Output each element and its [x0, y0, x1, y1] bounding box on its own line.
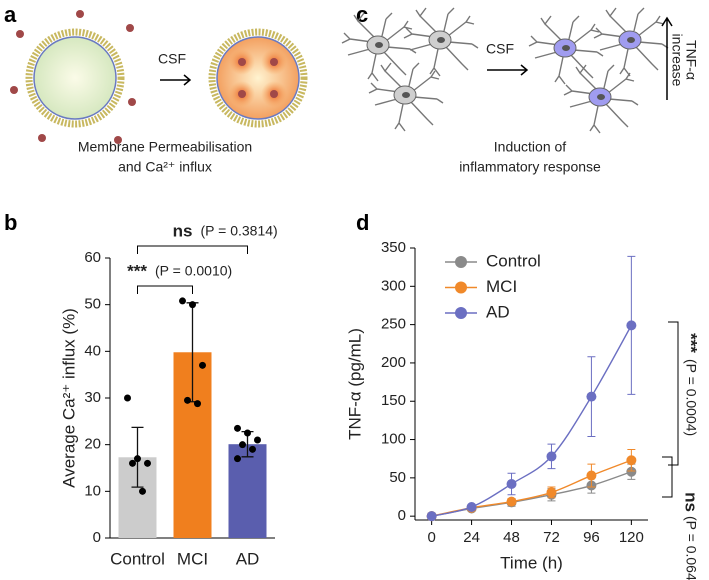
arrow-label: CSF — [158, 51, 186, 67]
legend-marker — [455, 307, 467, 319]
significance: ns — [173, 221, 193, 240]
x-tick-label: 72 — [543, 529, 560, 546]
data-point — [244, 429, 251, 437]
data-point — [234, 424, 241, 432]
panel-letter: d — [356, 210, 369, 235]
data-point — [626, 320, 637, 331]
y-axis-label: Average Ca²⁺ influx (%) — [59, 308, 78, 488]
data-point — [254, 436, 261, 444]
data-point — [506, 496, 517, 507]
data-point — [134, 455, 141, 463]
y-tick-label: 60 — [84, 249, 101, 266]
legend-label: AD — [486, 302, 510, 321]
data-point — [249, 445, 256, 453]
data-point — [144, 459, 151, 467]
y-tick-label: 50 — [389, 469, 406, 486]
data-point — [179, 297, 186, 305]
data-point — [184, 396, 191, 404]
caption: Induction of — [494, 139, 566, 155]
y-tick-label: 20 — [84, 436, 101, 453]
data-point — [194, 400, 201, 408]
neurons-activated — [528, 7, 669, 134]
legend-marker — [455, 256, 467, 268]
x-tick-label: 24 — [463, 529, 480, 546]
bracket — [137, 245, 248, 254]
panel-letter: a — [4, 2, 17, 27]
y-tick-label: 100 — [381, 431, 406, 448]
x-tick-label: MCI — [177, 549, 208, 568]
legend-marker — [455, 281, 467, 294]
x-tick-label: 120 — [619, 529, 644, 546]
legend-label: Control — [486, 251, 541, 270]
x-axis-label: Time (h) — [500, 553, 563, 572]
caption: inflammatory response — [459, 159, 601, 175]
y-tick-label: 300 — [381, 277, 406, 294]
y-tick-label: 150 — [381, 392, 406, 409]
y-tick-label: 250 — [381, 316, 406, 333]
arrow — [160, 74, 192, 86]
data-point — [139, 487, 146, 495]
y-tick-label: 10 — [84, 482, 101, 499]
p-value: (P = 0.3814) — [201, 223, 278, 239]
series-line — [431, 325, 632, 517]
data-point — [626, 455, 637, 466]
data-point — [124, 394, 131, 402]
data-point — [466, 501, 477, 512]
liposome — [208, 28, 308, 128]
bracket — [668, 321, 679, 466]
y-tick-label: 0 — [398, 507, 406, 524]
panel-letter: b — [4, 210, 17, 235]
data-point — [546, 451, 557, 462]
x-tick-label: Control — [110, 549, 165, 568]
x-tick-label: 96 — [583, 529, 600, 546]
bracket — [662, 456, 673, 498]
series-line — [431, 459, 632, 517]
arrow-label: CSF — [486, 41, 514, 57]
significance: *** — [127, 261, 147, 280]
caption: Membrane Permeabilisation — [78, 139, 252, 155]
panel-letter: c — [356, 2, 368, 27]
y-tick-label: 40 — [84, 342, 101, 359]
x-tick-label: AD — [236, 549, 260, 568]
side-label: increase — [669, 34, 685, 87]
p-value: (P = 0.0010) — [155, 263, 232, 279]
significance: ns — [682, 492, 701, 512]
y-tick-label: 0 — [93, 529, 101, 546]
data-point — [239, 441, 246, 449]
data-point — [626, 466, 637, 477]
data-point — [546, 487, 557, 498]
y-tick-label: 50 — [84, 296, 101, 313]
significance: *** — [682, 333, 701, 353]
x-tick-label: 0 — [427, 529, 435, 546]
bracket — [137, 285, 193, 294]
side-label: TNF-α — [683, 40, 699, 80]
significance-label: ns (P = 0.064) — [682, 492, 701, 580]
legend-label: MCI — [486, 277, 517, 296]
data-point — [426, 511, 437, 522]
y-axis-label: TNF-α (pg/mL) — [345, 328, 364, 440]
p-value: (P = 0.064) — [683, 516, 699, 580]
arrow — [661, 16, 673, 100]
y-tick-label: 30 — [84, 389, 101, 406]
arrow — [487, 64, 529, 76]
data-point — [234, 455, 241, 463]
x-tick-label: 48 — [503, 529, 520, 546]
data-point — [586, 391, 597, 402]
data-point — [199, 361, 206, 369]
caption: and Ca²⁺ influx — [118, 159, 212, 175]
data-point — [506, 478, 517, 489]
liposome — [10, 10, 136, 144]
data-point — [586, 470, 597, 481]
data-point — [189, 301, 196, 309]
y-tick-label: 350 — [381, 239, 406, 256]
significance-label: *** (P = 0.0004) — [682, 333, 701, 436]
data-point — [129, 459, 136, 467]
p-value: (P = 0.0004) — [683, 359, 699, 436]
y-tick-label: 200 — [381, 354, 406, 371]
